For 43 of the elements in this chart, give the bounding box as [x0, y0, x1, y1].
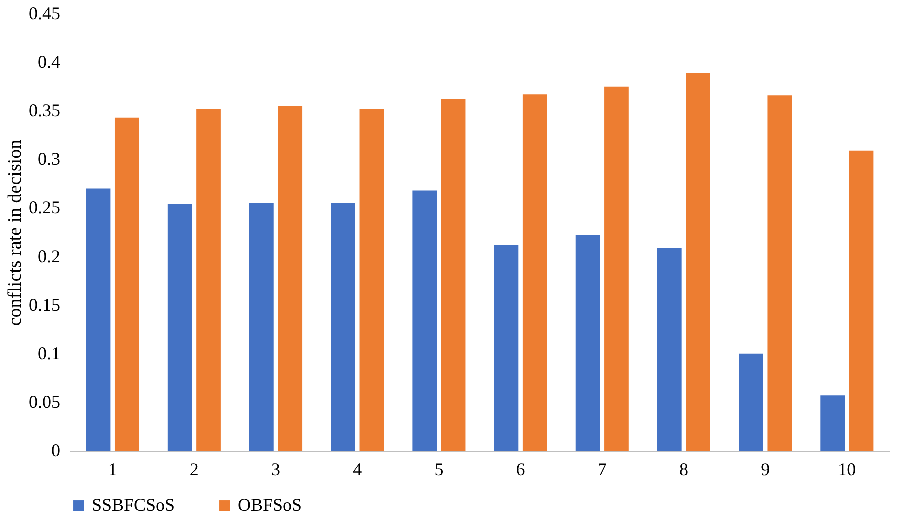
x-tick-label: 6	[516, 460, 526, 480]
bar	[657, 248, 682, 451]
bar	[168, 204, 192, 451]
bar	[820, 396, 846, 451]
bar	[686, 73, 710, 451]
bar	[441, 99, 466, 451]
y-tick-label: 0.3	[38, 149, 60, 170]
legend-label: SSBFCSoS	[92, 495, 176, 515]
bar	[739, 354, 764, 451]
y-tick-label: 0.4	[38, 52, 60, 72]
legend-label: OBFSoS	[238, 495, 302, 515]
bar	[768, 96, 792, 451]
x-tick-label: 10	[838, 460, 856, 480]
bar	[849, 150, 874, 451]
y-tick-label: 0.35	[29, 100, 60, 121]
bar	[604, 86, 629, 451]
bar	[576, 235, 600, 451]
y-tick-label: 0.15	[29, 294, 60, 315]
x-tick-label: 9	[761, 460, 770, 480]
x-tick-label: 4	[353, 460, 362, 480]
x-tick-label: 5	[434, 460, 444, 480]
y-tick-label: 0.1	[38, 343, 60, 364]
y-tick-label: 0	[52, 440, 60, 460]
x-tick-label: 3	[272, 460, 281, 480]
bar	[331, 203, 356, 451]
bar	[412, 190, 438, 451]
bar	[360, 109, 384, 451]
x-tick-label: 8	[679, 460, 688, 480]
x-tick-label: 1	[108, 460, 118, 480]
bar	[86, 188, 111, 451]
bar	[494, 245, 519, 451]
y-tick-label: 0.25	[29, 198, 60, 218]
bar	[522, 94, 548, 451]
y-tick-label: 0.45	[29, 4, 60, 24]
bar	[278, 106, 303, 451]
y-tick-label: 0.05	[29, 392, 60, 412]
bar	[114, 118, 140, 451]
bar	[250, 203, 274, 451]
x-tick-label: 7	[598, 460, 607, 480]
x-tick-label: 2	[190, 460, 199, 480]
y-axis-title: conflicts rate in decision	[5, 139, 26, 326]
bar	[196, 109, 221, 451]
y-tick-label: 0.2	[38, 246, 60, 266]
